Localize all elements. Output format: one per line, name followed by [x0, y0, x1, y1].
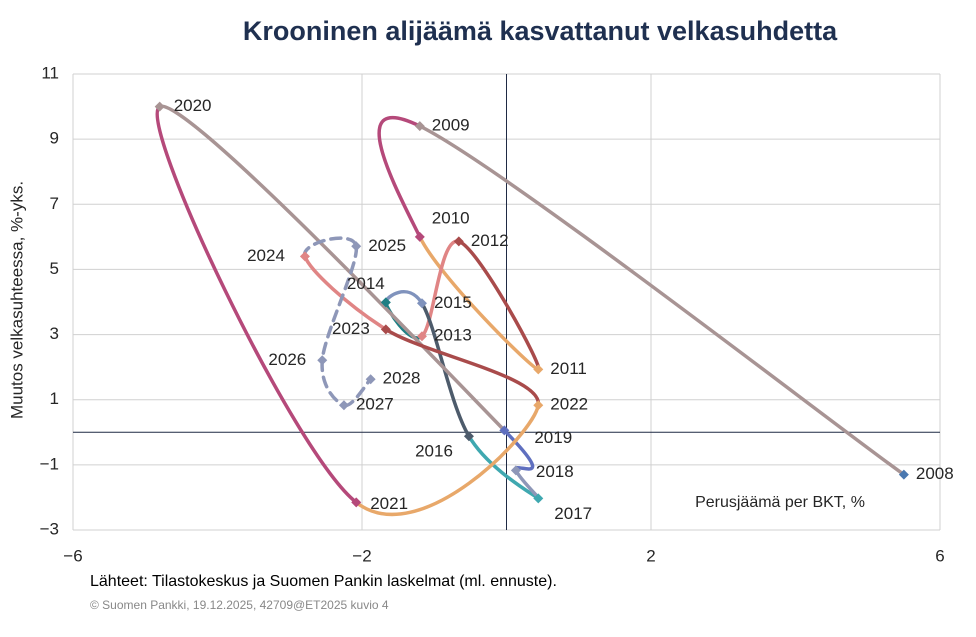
point-marker [299, 251, 310, 262]
point-label: 2012 [471, 231, 509, 250]
point-label: 2027 [356, 395, 394, 414]
point-marker [533, 364, 544, 375]
y-tick-label: 5 [50, 259, 59, 278]
y-tick-label: 9 [50, 129, 59, 148]
point-label: 2019 [534, 428, 572, 447]
point-label: 2020 [174, 96, 212, 115]
curve-segment [354, 403, 541, 517]
point-label: 2022 [550, 395, 588, 414]
x-tick-label: 6 [935, 546, 944, 565]
point-marker [380, 324, 391, 335]
curve-segment [303, 254, 388, 332]
y-tick-label: 1 [50, 389, 59, 408]
x-tick-label: −6 [63, 546, 82, 565]
curve-segment [155, 104, 358, 505]
curve-segment [320, 358, 346, 408]
point-marker [499, 425, 510, 436]
point-marker [533, 493, 544, 504]
curve-segment [384, 327, 541, 408]
point-marker [154, 101, 165, 112]
point-label: 2013 [434, 326, 472, 345]
point-marker [533, 400, 544, 411]
y-tick-label: −1 [40, 454, 59, 473]
point-marker [463, 431, 474, 442]
y-axis-label: Muutos velkasuhteessa, %-yks. [7, 181, 26, 419]
chart-title: Krooninen alijäämä kasvattanut velkasuhd… [243, 16, 838, 46]
point-marker [351, 241, 362, 252]
point-label: 2021 [370, 494, 408, 513]
point-marker [453, 236, 464, 247]
curve-segment [377, 116, 422, 239]
curve-segment [420, 239, 461, 338]
point-label: 2018 [536, 462, 574, 481]
point-marker [510, 465, 521, 476]
point-marker [317, 355, 328, 366]
x-tick-label: 2 [646, 546, 655, 565]
point-label: 2023 [332, 319, 370, 338]
y-tick-label: 3 [50, 324, 59, 343]
point-marker [365, 374, 376, 385]
point-marker [380, 297, 391, 308]
curve-segment [384, 290, 424, 306]
y-tick-label: 11 [41, 63, 59, 82]
footer-note: © Suomen Pankki, 19.12.2025, 42709@ET202… [90, 598, 389, 612]
point-label: 2024 [247, 246, 285, 265]
point-marker [898, 469, 909, 480]
curve-segment [157, 104, 507, 433]
curve-segment [457, 239, 541, 372]
y-tick-label: −3 [40, 519, 59, 538]
point-marker [414, 121, 425, 132]
point-label: 2025 [368, 236, 406, 255]
point-marker [351, 497, 362, 508]
point-marker [414, 231, 425, 242]
point-label: 2028 [383, 369, 421, 388]
curve-segment [418, 235, 541, 372]
point-label: 2015 [434, 293, 472, 312]
point-label: 2016 [415, 442, 453, 461]
point-label: 2017 [554, 504, 592, 523]
point-label: 2010 [432, 208, 470, 227]
point-label: 2008 [916, 464, 954, 483]
point-marker [338, 400, 349, 411]
point-label: 2014 [347, 274, 385, 293]
y-tick-label: 7 [50, 194, 59, 213]
source-note: Lähteet: Tilastokeskus ja Suomen Pankin … [90, 573, 557, 590]
point-marker [416, 298, 427, 309]
point-label: 2026 [268, 350, 306, 369]
point-marker [416, 331, 427, 342]
point-label: 2011 [550, 359, 587, 378]
x-axis-label: Perusjäämä per BKT, % [695, 494, 865, 511]
x-tick-label: −2 [352, 546, 371, 565]
curve-segment [418, 124, 906, 477]
point-label: 2009 [432, 116, 470, 135]
curve-segment [320, 244, 358, 363]
